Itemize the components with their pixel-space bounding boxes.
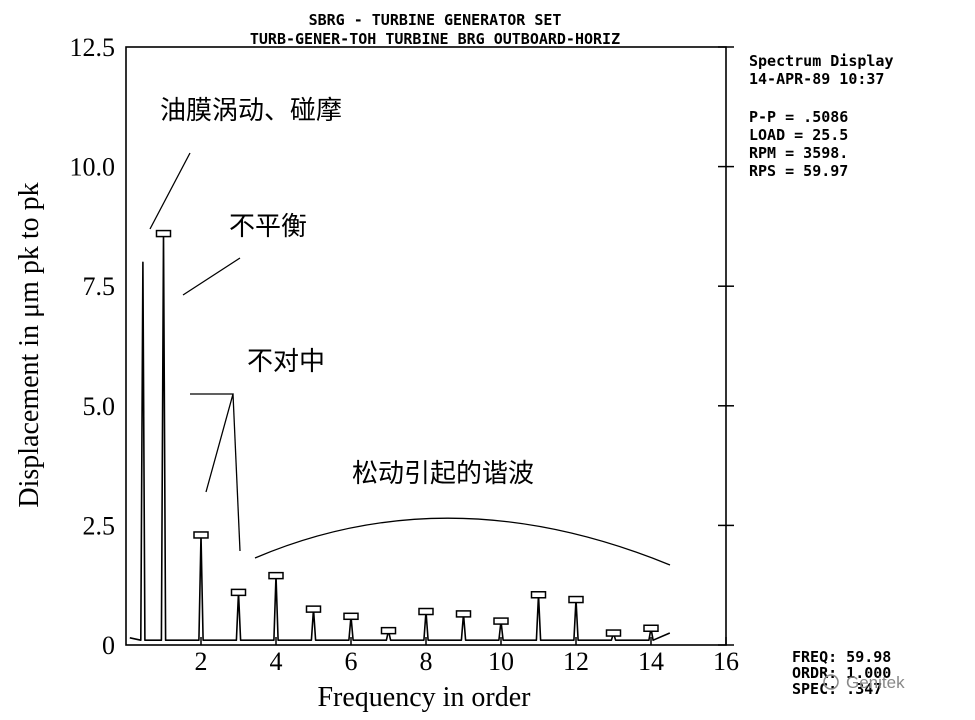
peak-marker — [418, 607, 434, 616]
x-tick-label: 6 — [345, 647, 358, 676]
peak-markers — [155, 229, 659, 637]
x-tick-label: 14 — [638, 647, 664, 676]
peak-marker — [230, 588, 247, 597]
chart-subtitle: TURB-GENER-TOH TURBINE BRG OUTBOARD-HORI… — [250, 30, 620, 48]
date-label: 14-APR-89 10:37 — [749, 70, 884, 88]
x-tick-label: 16 — [713, 647, 739, 676]
annotation-unbalance: 不平衡 — [229, 212, 307, 242]
misalignment-pointer-1x — [190, 393, 234, 493]
y-tick-label: 7.5 — [83, 272, 116, 301]
axis-tick-labels: 0 2.5 5.0 7.5 10.0 12.5 2 4 6 8 10 12 14 16 — [70, 33, 740, 676]
watermark-icon — [823, 674, 839, 690]
spectrum-series-line — [129, 232, 671, 641]
x-axis-label: Frequency in order — [317, 682, 531, 713]
watermark: Genitek — [846, 673, 905, 692]
y-tick-label: 5.0 — [83, 392, 116, 421]
peak-marker — [530, 591, 547, 599]
x-tick-label: 10 — [488, 647, 514, 676]
annotation-misalignment: 不对中 — [247, 347, 325, 377]
peak-marker — [568, 595, 584, 604]
rps-label: RPS = 59.97 — [749, 162, 848, 180]
x-tick-label: 8 — [420, 647, 433, 676]
x-tick-label: 4 — [270, 647, 283, 676]
looseness-arc — [254, 517, 671, 566]
oil-whirl-pointer — [149, 152, 191, 230]
peak-marker — [455, 610, 472, 618]
peak-marker — [605, 629, 622, 637]
misalignment-pointer-2x — [232, 393, 241, 552]
freq-label: FREQ: 59.98 — [792, 648, 891, 666]
y-tick-label: 10.0 — [70, 153, 116, 182]
load-label: LOAD = 25.5 — [749, 126, 848, 144]
peak-marker — [155, 229, 172, 238]
peak-marker — [643, 624, 659, 633]
plot-frame — [125, 46, 727, 646]
annotation-oil-whirl: 油膜涡动、碰摩 — [160, 96, 342, 126]
annotation-looseness: 松动引起的谐波 — [352, 459, 534, 489]
peak-marker — [380, 626, 397, 635]
axis-ticks — [200, 46, 734, 646]
peak-marker — [343, 612, 359, 621]
unbalance-pointer — [182, 257, 241, 296]
pp-label: P-P = .5086 — [749, 108, 848, 126]
chart-title: SBRG - TURBINE GENERATOR SET — [309, 11, 562, 29]
order-label: ORDR: 1.000 — [792, 664, 891, 682]
peak-marker — [193, 531, 209, 539]
display-label: Spectrum Display — [749, 52, 894, 70]
x-tick-label: 2 — [195, 647, 208, 676]
y-axis-label: Displacement in μm pk to pk — [14, 182, 45, 507]
y-tick-label: 0 — [102, 631, 115, 660]
peak-marker — [305, 605, 322, 613]
spec-label: SPEC: .347 — [792, 680, 882, 698]
peak-marker — [493, 617, 509, 625]
y-tick-label: 2.5 — [83, 511, 116, 540]
rpm-label: RPM = 3598. — [749, 144, 848, 162]
peak-marker — [268, 571, 284, 580]
x-tick-label: 12 — [563, 647, 589, 676]
y-tick-label: 12.5 — [70, 33, 116, 62]
